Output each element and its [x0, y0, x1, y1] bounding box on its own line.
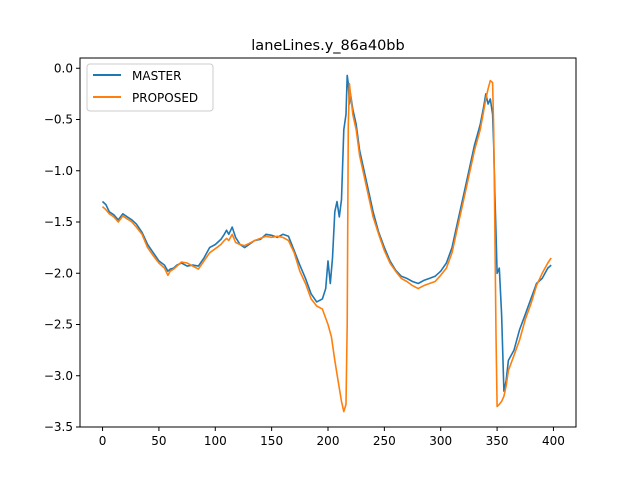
x-axis: 0 50 100 150 200 250 300 350 400: [99, 427, 565, 448]
chart-title: laneLines.y_86a40bb: [251, 38, 404, 54]
y-tick-label: −2.0: [44, 266, 73, 280]
series-layer: [101, 74, 552, 413]
x-tick-label: 250: [373, 434, 396, 448]
x-tick-label: 100: [204, 434, 227, 448]
y-axis: 0.0 −0.5 −1.0 −1.5 −2.0 −2.5 −3.0 −3.5: [44, 61, 80, 434]
y-tick-label: −3.0: [44, 369, 73, 383]
legend-label-proposed: PROPOSED: [132, 91, 198, 105]
legend-label-master: MASTER: [132, 69, 181, 83]
y-tick-label: −2.5: [44, 318, 73, 332]
plot-area: [80, 58, 576, 427]
x-tick-label: 150: [260, 434, 283, 448]
x-tick-label: 200: [317, 434, 340, 448]
x-tick-label: 300: [429, 434, 452, 448]
x-tick-label: 0: [99, 434, 107, 448]
y-tick-label: −1.5: [44, 215, 73, 229]
x-tick-label: 50: [151, 434, 166, 448]
legend: MASTER PROPOSED: [86, 63, 214, 112]
series-line-proposed: [101, 79, 552, 413]
y-tick-label: 0.0: [54, 61, 73, 75]
x-tick-label: 350: [486, 434, 509, 448]
y-tick-label: −0.5: [44, 113, 73, 127]
x-tick-label: 400: [542, 434, 565, 448]
y-tick-label: −1.0: [44, 164, 73, 178]
y-tick-label: −3.5: [44, 420, 73, 434]
